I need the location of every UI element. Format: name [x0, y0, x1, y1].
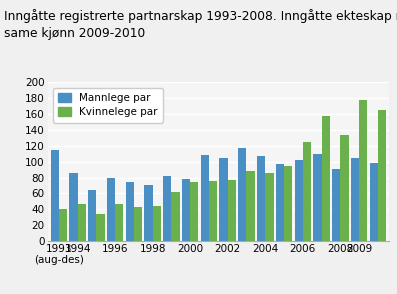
Bar — [351, 158, 359, 241]
Bar — [228, 180, 236, 241]
Bar — [153, 206, 161, 241]
Bar — [88, 190, 96, 241]
Bar — [107, 178, 115, 241]
Bar — [96, 214, 105, 241]
Bar — [190, 182, 198, 241]
Bar — [220, 158, 228, 241]
Bar — [295, 160, 303, 241]
Bar — [126, 182, 134, 241]
Bar — [59, 208, 67, 241]
Bar — [378, 110, 386, 241]
Bar — [69, 173, 78, 241]
Bar — [332, 169, 340, 241]
Bar — [322, 116, 330, 241]
Bar — [134, 207, 142, 241]
Bar — [182, 179, 190, 241]
Bar — [276, 164, 284, 241]
Bar — [201, 155, 209, 241]
Bar — [359, 100, 367, 241]
Text: Inngåtte registrerte partnarskap 1993-2008. Inngåtte ekteskap mellom
same kjønn : Inngåtte registrerte partnarskap 1993-20… — [4, 9, 397, 40]
Bar — [209, 181, 217, 241]
Bar — [284, 166, 292, 241]
Bar — [172, 192, 180, 241]
Bar — [313, 154, 322, 241]
Bar — [370, 163, 378, 241]
Bar — [115, 204, 123, 241]
Bar — [340, 135, 349, 241]
Bar — [145, 185, 153, 241]
Bar — [257, 156, 265, 241]
Bar — [51, 150, 59, 241]
Bar — [78, 204, 86, 241]
Bar — [238, 148, 247, 241]
Bar — [163, 176, 172, 241]
Legend: Mannlege par, Kvinnelege par: Mannlege par, Kvinnelege par — [53, 88, 163, 123]
Bar — [247, 171, 255, 241]
Bar — [265, 173, 274, 241]
Bar — [303, 142, 311, 241]
